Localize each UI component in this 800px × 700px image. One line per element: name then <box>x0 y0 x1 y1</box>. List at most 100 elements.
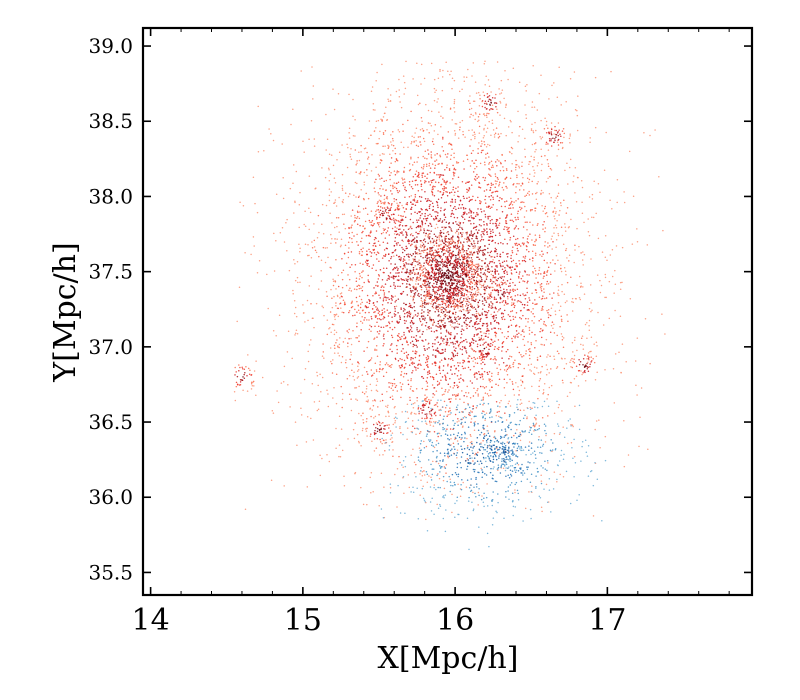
data-point <box>389 487 392 489</box>
data-point <box>541 136 544 138</box>
data-point <box>382 453 384 456</box>
data-point <box>407 314 409 317</box>
data-point <box>487 297 489 300</box>
data-point <box>493 136 496 138</box>
data-point <box>392 268 395 270</box>
data-point <box>472 171 475 173</box>
data-point <box>415 170 418 172</box>
data-point <box>319 373 321 375</box>
data-point <box>476 293 479 296</box>
data-point <box>453 152 455 154</box>
data-point <box>321 203 324 206</box>
data-point <box>351 237 353 240</box>
data-point <box>390 382 392 384</box>
data-point <box>376 285 379 287</box>
data-point <box>403 359 406 362</box>
data-point <box>551 450 553 453</box>
data-point <box>511 251 514 254</box>
data-point <box>402 248 404 251</box>
data-point <box>611 275 614 278</box>
data-point <box>340 238 343 240</box>
data-point <box>380 289 382 291</box>
data-point <box>401 282 404 285</box>
data-point <box>582 286 584 288</box>
data-point <box>461 280 463 282</box>
data-point <box>474 350 477 353</box>
data-point <box>520 402 523 405</box>
data-point <box>501 198 503 200</box>
data-point <box>517 141 519 143</box>
data-point <box>423 474 426 476</box>
data-point <box>412 253 415 255</box>
data-point <box>490 296 493 298</box>
data-point <box>419 102 421 105</box>
data-point <box>414 314 417 316</box>
data-point <box>536 203 539 205</box>
data-point <box>523 189 525 191</box>
data-point <box>317 288 320 290</box>
data-point <box>448 296 450 299</box>
data-point <box>400 374 402 376</box>
data-point <box>489 222 491 225</box>
data-point <box>429 276 432 278</box>
data-point <box>302 140 304 142</box>
data-point <box>496 270 499 272</box>
data-point <box>536 165 539 167</box>
data-point <box>445 306 448 309</box>
data-point <box>564 223 566 225</box>
data-point <box>560 315 563 317</box>
data-point <box>333 386 335 389</box>
data-point <box>394 285 397 288</box>
data-point <box>494 362 496 364</box>
data-point <box>483 134 485 137</box>
data-point <box>458 276 461 278</box>
data-point <box>458 258 460 260</box>
data-point <box>361 374 364 377</box>
data-point <box>343 252 346 255</box>
data-point <box>492 277 494 279</box>
data-point <box>461 88 463 90</box>
data-point <box>422 330 424 333</box>
data-point <box>565 247 568 250</box>
data-point <box>515 191 517 194</box>
data-point <box>400 350 403 352</box>
data-point <box>541 416 544 419</box>
data-point <box>535 423 537 426</box>
data-point <box>402 182 404 184</box>
data-point <box>467 266 470 268</box>
data-point <box>588 319 591 322</box>
data-point <box>544 154 546 157</box>
data-point <box>449 409 451 412</box>
data-point <box>436 238 438 241</box>
data-point <box>383 180 385 182</box>
data-point <box>526 281 528 284</box>
data-point <box>443 400 446 403</box>
data-point <box>531 260 534 262</box>
data-point <box>519 403 521 405</box>
data-point <box>529 160 531 163</box>
data-point <box>477 256 479 259</box>
data-point <box>440 321 443 324</box>
data-point <box>353 288 356 290</box>
data-point <box>315 251 318 254</box>
data-point <box>450 438 452 440</box>
data-point <box>432 253 434 255</box>
data-point <box>316 371 318 374</box>
data-point <box>534 252 537 255</box>
data-point <box>378 294 380 296</box>
data-point <box>392 398 394 400</box>
data-point <box>445 277 448 279</box>
data-point <box>489 380 491 383</box>
data-point <box>472 264 475 267</box>
data-point <box>352 115 354 118</box>
data-point <box>393 197 395 200</box>
data-point <box>288 269 291 272</box>
data-point <box>430 274 433 277</box>
data-point <box>456 322 459 325</box>
data-point <box>474 291 477 293</box>
data-point <box>430 278 433 280</box>
data-point <box>358 295 361 297</box>
data-point <box>620 371 622 374</box>
data-point <box>296 444 298 446</box>
data-point <box>576 284 578 287</box>
